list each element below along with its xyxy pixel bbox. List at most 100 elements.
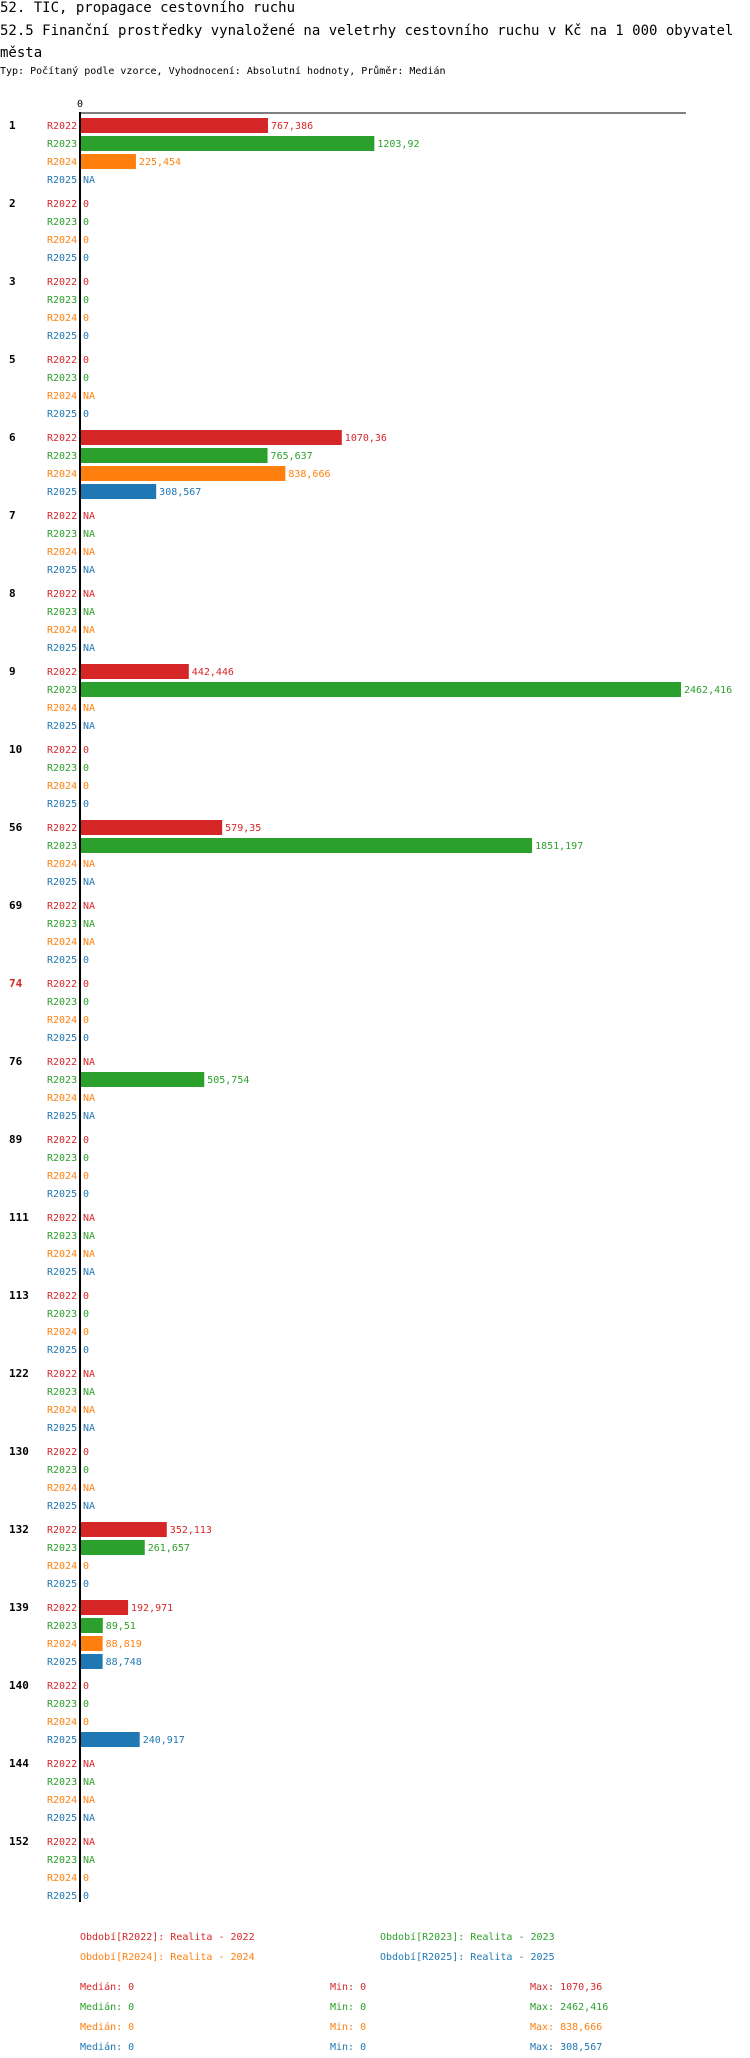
data-label: NA: [83, 643, 95, 654]
data-label: NA: [83, 1501, 95, 1512]
series-label: R2023: [47, 1231, 77, 1242]
series-label: R2025: [47, 1189, 77, 1200]
bar: [81, 1522, 167, 1537]
group-label: 1: [9, 119, 16, 132]
bar: [81, 136, 375, 151]
series-label: R2022: [47, 1759, 77, 1770]
series-label: R2022: [47, 511, 77, 522]
series-label: R2022: [47, 1291, 77, 1302]
series-label: R2023: [47, 529, 77, 540]
group-label: 111: [9, 1211, 29, 1224]
data-label: NA: [83, 1369, 95, 1380]
stat-median: Medián: 0: [80, 2001, 134, 2013]
series-label: R2024: [47, 1327, 77, 1338]
series-label: R2025: [47, 721, 77, 732]
filter-description: Typ: Počítaný podle vzorce, Vyhodnocení:…: [0, 66, 446, 77]
x-axis-tick-label: 0: [77, 99, 83, 110]
data-label: NA: [83, 589, 95, 600]
series-label: R2023: [47, 373, 77, 384]
series-label: R2025: [47, 955, 77, 966]
bar: [81, 154, 136, 169]
data-label: 0: [83, 1891, 89, 1902]
data-label: 765,637: [271, 451, 313, 462]
bar: [81, 466, 286, 481]
series-label: R2025: [47, 1579, 77, 1590]
series-label: R2025: [47, 1423, 77, 1434]
data-label: 0: [83, 373, 89, 384]
series-label: R2024: [47, 625, 77, 636]
stat-median: Medián: 0: [80, 2041, 134, 2053]
stat-max: Max: 838,666: [530, 2022, 602, 2033]
series-label: R2023: [47, 1699, 77, 1710]
data-label: 0: [83, 1015, 89, 1026]
data-label: 225,454: [139, 157, 181, 168]
series-label: R2025: [47, 1501, 77, 1512]
data-label: NA: [83, 1759, 95, 1770]
group-label: 89: [9, 1133, 22, 1146]
data-label: 0: [83, 1309, 89, 1320]
data-label: 0: [83, 1873, 89, 1884]
stat-median: Medián: 0: [80, 2021, 134, 2033]
series-label: R2025: [47, 643, 77, 654]
page-title: 52. TIC, propagace cestovního ruchu: [0, 0, 296, 16]
bar: [81, 1654, 103, 1669]
data-label: 88,748: [106, 1657, 142, 1668]
data-label: 579,35: [225, 823, 261, 834]
data-label: NA: [83, 721, 95, 732]
data-label: 0: [83, 1681, 89, 1692]
data-label: 1203,92: [377, 139, 419, 150]
group-label: 8: [9, 587, 16, 600]
data-label: NA: [83, 1837, 95, 1848]
group-label: 152: [9, 1835, 29, 1848]
series-label: R2025: [47, 487, 77, 498]
data-label: 0: [83, 763, 89, 774]
data-label: NA: [83, 391, 95, 402]
series-label: R2022: [47, 979, 77, 990]
group-label: 69: [9, 899, 22, 912]
data-label: NA: [83, 1387, 95, 1398]
data-label: NA: [83, 1405, 95, 1416]
stat-max: Max: 308,567: [530, 2042, 602, 2053]
bar: [81, 820, 223, 835]
data-label: NA: [83, 607, 95, 618]
series-label: R2022: [47, 1603, 77, 1614]
series-label: R2022: [47, 589, 77, 600]
legend-item: Období[R2023]: Realita - 2023: [380, 1931, 555, 1943]
series-label: R2023: [47, 1465, 77, 1476]
series-label: R2023: [47, 841, 77, 852]
series-label: R2022: [47, 1369, 77, 1380]
series-label: R2025: [47, 877, 77, 888]
bar: [81, 1732, 140, 1747]
data-label: 0: [83, 1717, 89, 1728]
stat-median: Medián: 0: [80, 1981, 134, 1993]
data-label: NA: [83, 1483, 95, 1494]
legend-item: Období[R2022]: Realita - 2022: [80, 1931, 255, 1943]
data-label: 0: [83, 1345, 89, 1356]
group-label: 76: [9, 1055, 23, 1068]
bar: [81, 664, 189, 679]
data-label: 0: [83, 1561, 89, 1572]
data-label: NA: [83, 547, 95, 558]
series-label: R2022: [47, 277, 77, 288]
data-label: 0: [83, 1699, 89, 1710]
series-label: R2024: [47, 547, 77, 558]
data-label: 0: [83, 1171, 89, 1182]
series-label: R2025: [47, 1267, 77, 1278]
series-label: R2024: [47, 1093, 77, 1104]
series-label: R2022: [47, 1837, 77, 1848]
data-label: NA: [83, 1213, 95, 1224]
series-label: R2024: [47, 781, 77, 792]
data-label: NA: [83, 1813, 95, 1824]
series-label: R2022: [47, 1213, 77, 1224]
series-label: R2023: [47, 1153, 77, 1164]
data-label: NA: [83, 919, 95, 930]
stat-min: Min: 0: [330, 2022, 366, 2033]
series-label: R2024: [47, 859, 77, 870]
series-label: R2023: [47, 685, 77, 696]
data-label: NA: [83, 1777, 95, 1788]
series-label: R2023: [47, 1777, 77, 1788]
bar: [81, 484, 157, 499]
data-label: 0: [83, 331, 89, 342]
series-label: R2025: [47, 175, 77, 186]
